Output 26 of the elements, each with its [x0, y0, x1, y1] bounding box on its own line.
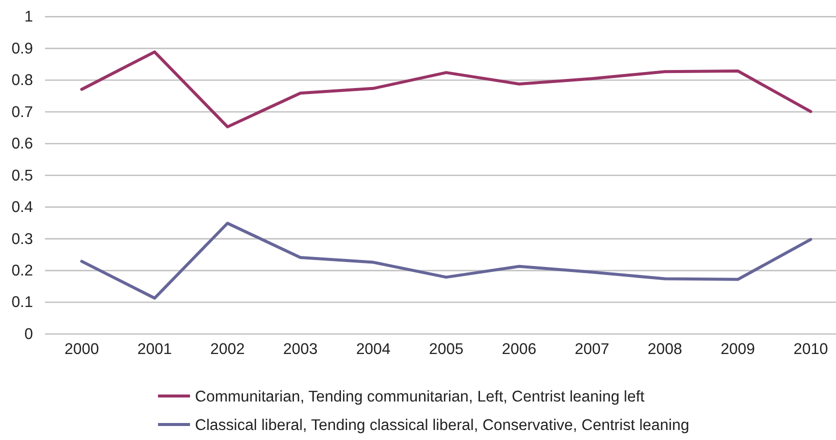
x-tick-label: 2006	[502, 341, 536, 358]
y-tick-label: 0.8	[11, 72, 33, 90]
y-tick-label: 0.9	[11, 40, 33, 58]
line-series	[80, 50, 812, 128]
y-tick-label: 0.4	[11, 199, 34, 216]
y-tick-label: 0.7	[11, 104, 33, 121]
y-tick-label: 0.5	[11, 167, 33, 184]
x-tick-label: 2001	[137, 341, 172, 358]
x-tick-label: 2005	[428, 341, 464, 358]
y-tick-label: 0	[24, 326, 34, 343]
legend-label: Communitarian, Tending communitarian, Left, Centrist leaning left	[195, 388, 646, 406]
y-tick-label: 0.6	[11, 136, 33, 153]
line-series	[80, 222, 812, 300]
y-tick-label: 0.1	[11, 294, 33, 312]
x-tick-label: 2009	[720, 341, 756, 358]
x-tick-label: 2002	[210, 341, 245, 358]
y-tick-label: 1	[24, 8, 33, 26]
y-tick-label: 0.2	[11, 262, 33, 280]
legend-label: Classical liberal, Tending classical liberal, Conservative, Centrist leaning	[195, 416, 690, 434]
x-tick-label: 2010	[793, 341, 828, 358]
y-tick-label: 0.3	[11, 230, 33, 248]
x-tick-label: 2000	[64, 341, 100, 358]
x-tick-label: 2003	[283, 341, 318, 358]
x-tick-label: 2004	[356, 341, 391, 358]
x-tick-label: 2007	[574, 341, 610, 358]
x-tick-label: 2008	[648, 341, 682, 358]
